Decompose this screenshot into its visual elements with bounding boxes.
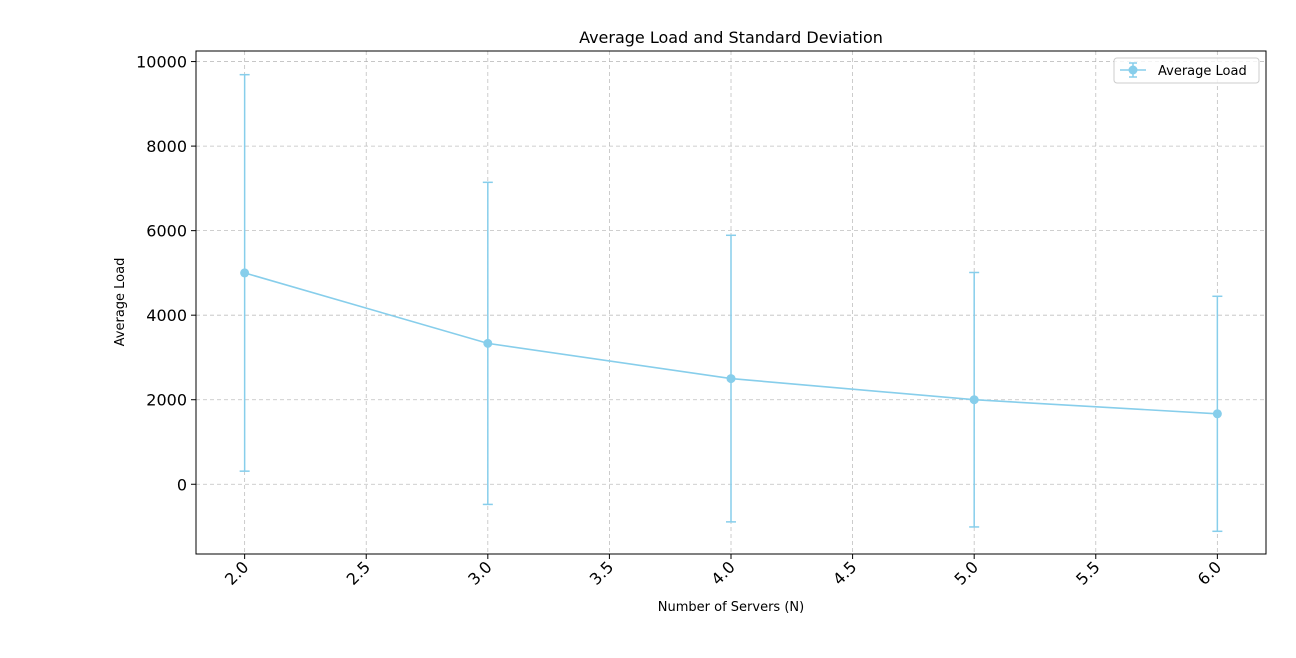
x-tick-label: 3.5 xyxy=(586,557,617,588)
x-axis-ticks: 2.0 2.5 3.0 3.5 4.0 4.5 5.0 5.5 6.0 xyxy=(221,554,1225,589)
x-axis-label: Number of Servers (N) xyxy=(658,600,804,615)
y-tick-label: 6000 xyxy=(146,222,187,241)
data-point xyxy=(483,338,493,348)
data-point xyxy=(1212,409,1222,419)
data-point xyxy=(726,374,736,384)
y-tick-label: 2000 xyxy=(146,391,187,410)
legend-label: Average Load xyxy=(1158,64,1247,79)
y-tick-label: 8000 xyxy=(146,137,187,156)
x-tick-label: 4.5 xyxy=(829,557,860,588)
x-tick-label: 2.5 xyxy=(343,557,374,588)
data-point xyxy=(240,268,250,278)
legend-box xyxy=(1113,57,1260,84)
y-axis-ticks: 0 2000 4000 6000 8000 10000 xyxy=(136,53,196,494)
x-tick-label: 6.0 xyxy=(1194,557,1225,588)
x-tick-label: 5.5 xyxy=(1072,557,1103,588)
x-tick-label: 3.0 xyxy=(464,557,495,588)
chart-title: Average Load and Standard Deviation xyxy=(579,28,883,47)
x-tick-label: 5.0 xyxy=(951,557,982,588)
y-tick-label: 4000 xyxy=(146,306,187,325)
data-point xyxy=(969,395,979,405)
y-tick-label: 10000 xyxy=(136,53,187,72)
x-tick-label: 2.0 xyxy=(221,557,252,588)
x-tick-label: 4.0 xyxy=(707,557,738,588)
legend: Average Load xyxy=(1113,57,1260,84)
data-points xyxy=(240,268,1222,419)
y-axis-label: Average Load xyxy=(113,258,128,347)
y-tick-label: 0 xyxy=(177,475,187,494)
legend-marker xyxy=(1128,65,1138,75)
